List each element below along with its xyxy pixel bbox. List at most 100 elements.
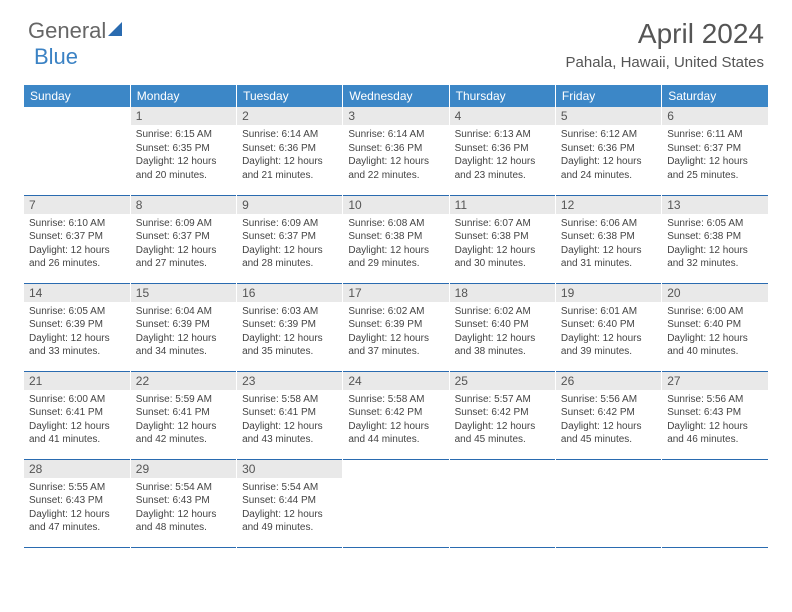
day-number: 20 bbox=[662, 284, 768, 302]
day-number: 26 bbox=[556, 372, 661, 390]
day-details: Sunrise: 6:04 AMSunset: 6:39 PMDaylight:… bbox=[131, 302, 236, 363]
calendar-day-cell: 10Sunrise: 6:08 AMSunset: 6:38 PMDayligh… bbox=[343, 195, 449, 283]
logo: General bbox=[28, 18, 122, 44]
daylight-line: Daylight: 12 hours and 25 minutes. bbox=[667, 155, 763, 182]
sunrise-line: Sunrise: 6:14 AM bbox=[348, 128, 443, 142]
day-details: Sunrise: 5:54 AMSunset: 6:44 PMDaylight:… bbox=[237, 478, 342, 539]
sunrise-line: Sunrise: 6:07 AM bbox=[455, 217, 550, 231]
sunrise-line: Sunrise: 6:12 AM bbox=[561, 128, 656, 142]
sunset-line: Sunset: 6:37 PM bbox=[136, 230, 231, 244]
calendar-day-cell: 27Sunrise: 5:56 AMSunset: 6:43 PMDayligh… bbox=[662, 371, 768, 459]
sunrise-line: Sunrise: 6:06 AM bbox=[561, 217, 656, 231]
day-details: Sunrise: 5:57 AMSunset: 6:42 PMDaylight:… bbox=[450, 390, 555, 451]
calendar-day-cell: 16Sunrise: 6:03 AMSunset: 6:39 PMDayligh… bbox=[237, 283, 343, 371]
day-number: 28 bbox=[24, 460, 130, 478]
weekday-header: Thursday bbox=[449, 85, 555, 107]
day-number: 27 bbox=[662, 372, 768, 390]
sunrise-line: Sunrise: 6:09 AM bbox=[242, 217, 337, 231]
day-number: 13 bbox=[662, 196, 768, 214]
day-details: Sunrise: 5:58 AMSunset: 6:41 PMDaylight:… bbox=[237, 390, 342, 451]
calendar-day-cell: 21Sunrise: 6:00 AMSunset: 6:41 PMDayligh… bbox=[24, 371, 130, 459]
sunset-line: Sunset: 6:40 PM bbox=[667, 318, 763, 332]
calendar-empty-cell bbox=[555, 459, 661, 547]
sunset-line: Sunset: 6:35 PM bbox=[136, 142, 231, 156]
daylight-line: Daylight: 12 hours and 24 minutes. bbox=[561, 155, 656, 182]
daylight-line: Daylight: 12 hours and 29 minutes. bbox=[348, 244, 443, 271]
sunset-line: Sunset: 6:39 PM bbox=[242, 318, 337, 332]
daylight-line: Daylight: 12 hours and 20 minutes. bbox=[136, 155, 231, 182]
calendar-day-cell: 8Sunrise: 6:09 AMSunset: 6:37 PMDaylight… bbox=[130, 195, 236, 283]
sunrise-line: Sunrise: 6:01 AM bbox=[561, 305, 656, 319]
sunset-line: Sunset: 6:42 PM bbox=[561, 406, 656, 420]
sunrise-line: Sunrise: 6:02 AM bbox=[348, 305, 443, 319]
sunset-line: Sunset: 6:41 PM bbox=[242, 406, 337, 420]
calendar-body: 1Sunrise: 6:15 AMSunset: 6:35 PMDaylight… bbox=[24, 107, 768, 547]
daylight-line: Daylight: 12 hours and 40 minutes. bbox=[667, 332, 763, 359]
sunrise-line: Sunrise: 6:03 AM bbox=[242, 305, 337, 319]
day-number: 22 bbox=[131, 372, 236, 390]
daylight-line: Daylight: 12 hours and 46 minutes. bbox=[667, 420, 763, 447]
calendar-week-row: 21Sunrise: 6:00 AMSunset: 6:41 PMDayligh… bbox=[24, 371, 768, 459]
sunset-line: Sunset: 6:37 PM bbox=[667, 142, 763, 156]
calendar-day-cell: 14Sunrise: 6:05 AMSunset: 6:39 PMDayligh… bbox=[24, 283, 130, 371]
sunset-line: Sunset: 6:39 PM bbox=[348, 318, 443, 332]
day-details: Sunrise: 6:00 AMSunset: 6:40 PMDaylight:… bbox=[662, 302, 768, 363]
sunset-line: Sunset: 6:37 PM bbox=[242, 230, 337, 244]
sunrise-line: Sunrise: 6:05 AM bbox=[29, 305, 125, 319]
daylight-line: Daylight: 12 hours and 31 minutes. bbox=[561, 244, 656, 271]
sunset-line: Sunset: 6:41 PM bbox=[136, 406, 231, 420]
sunset-line: Sunset: 6:42 PM bbox=[348, 406, 443, 420]
day-number: 24 bbox=[343, 372, 448, 390]
calendar-day-cell: 9Sunrise: 6:09 AMSunset: 6:37 PMDaylight… bbox=[237, 195, 343, 283]
sunrise-line: Sunrise: 5:58 AM bbox=[348, 393, 443, 407]
day-number: 23 bbox=[237, 372, 342, 390]
daylight-line: Daylight: 12 hours and 34 minutes. bbox=[136, 332, 231, 359]
day-number: 29 bbox=[131, 460, 236, 478]
weekday-header: Monday bbox=[130, 85, 236, 107]
sunrise-line: Sunrise: 5:56 AM bbox=[667, 393, 763, 407]
day-details: Sunrise: 6:14 AMSunset: 6:36 PMDaylight:… bbox=[237, 125, 342, 186]
day-number: 30 bbox=[237, 460, 342, 478]
day-number: 4 bbox=[450, 107, 555, 125]
sunrise-line: Sunrise: 5:59 AM bbox=[136, 393, 231, 407]
logo-mark-icon bbox=[108, 22, 122, 36]
daylight-line: Daylight: 12 hours and 41 minutes. bbox=[29, 420, 125, 447]
sunset-line: Sunset: 6:38 PM bbox=[561, 230, 656, 244]
logo-text-1: General bbox=[28, 18, 106, 44]
day-number: 2 bbox=[237, 107, 342, 125]
sunset-line: Sunset: 6:38 PM bbox=[455, 230, 550, 244]
weekday-header: Tuesday bbox=[237, 85, 343, 107]
calendar-day-cell: 1Sunrise: 6:15 AMSunset: 6:35 PMDaylight… bbox=[130, 107, 236, 195]
day-number: 12 bbox=[556, 196, 661, 214]
calendar-day-cell: 24Sunrise: 5:58 AMSunset: 6:42 PMDayligh… bbox=[343, 371, 449, 459]
header: General April 2024 Pahala, Hawaii, Unite… bbox=[0, 0, 792, 77]
calendar-day-cell: 20Sunrise: 6:00 AMSunset: 6:40 PMDayligh… bbox=[662, 283, 768, 371]
sunrise-line: Sunrise: 6:09 AM bbox=[136, 217, 231, 231]
weekday-header-row: SundayMondayTuesdayWednesdayThursdayFrid… bbox=[24, 85, 768, 107]
daylight-line: Daylight: 12 hours and 33 minutes. bbox=[29, 332, 125, 359]
daylight-line: Daylight: 12 hours and 28 minutes. bbox=[242, 244, 337, 271]
sunset-line: Sunset: 6:36 PM bbox=[561, 142, 656, 156]
sunrise-line: Sunrise: 6:05 AM bbox=[667, 217, 763, 231]
calendar-day-cell: 18Sunrise: 6:02 AMSunset: 6:40 PMDayligh… bbox=[449, 283, 555, 371]
sunset-line: Sunset: 6:40 PM bbox=[455, 318, 550, 332]
daylight-line: Daylight: 12 hours and 49 minutes. bbox=[242, 508, 337, 535]
day-details: Sunrise: 6:01 AMSunset: 6:40 PMDaylight:… bbox=[556, 302, 661, 363]
calendar-day-cell: 15Sunrise: 6:04 AMSunset: 6:39 PMDayligh… bbox=[130, 283, 236, 371]
sunrise-line: Sunrise: 6:14 AM bbox=[242, 128, 337, 142]
sunrise-line: Sunrise: 6:04 AM bbox=[136, 305, 231, 319]
day-number: 1 bbox=[131, 107, 236, 125]
calendar-day-cell: 19Sunrise: 6:01 AMSunset: 6:40 PMDayligh… bbox=[555, 283, 661, 371]
calendar-day-cell: 25Sunrise: 5:57 AMSunset: 6:42 PMDayligh… bbox=[449, 371, 555, 459]
day-details: Sunrise: 5:56 AMSunset: 6:43 PMDaylight:… bbox=[662, 390, 768, 451]
calendar-day-cell: 26Sunrise: 5:56 AMSunset: 6:42 PMDayligh… bbox=[555, 371, 661, 459]
day-details: Sunrise: 6:12 AMSunset: 6:36 PMDaylight:… bbox=[556, 125, 661, 186]
calendar-empty-cell bbox=[662, 459, 768, 547]
day-details: Sunrise: 6:13 AMSunset: 6:36 PMDaylight:… bbox=[450, 125, 555, 186]
sunset-line: Sunset: 6:36 PM bbox=[348, 142, 443, 156]
calendar-empty-cell bbox=[449, 459, 555, 547]
calendar-day-cell: 17Sunrise: 6:02 AMSunset: 6:39 PMDayligh… bbox=[343, 283, 449, 371]
logo-text-2: Blue bbox=[34, 44, 78, 70]
calendar-day-cell: 13Sunrise: 6:05 AMSunset: 6:38 PMDayligh… bbox=[662, 195, 768, 283]
title-block: April 2024 Pahala, Hawaii, United States bbox=[566, 18, 764, 71]
